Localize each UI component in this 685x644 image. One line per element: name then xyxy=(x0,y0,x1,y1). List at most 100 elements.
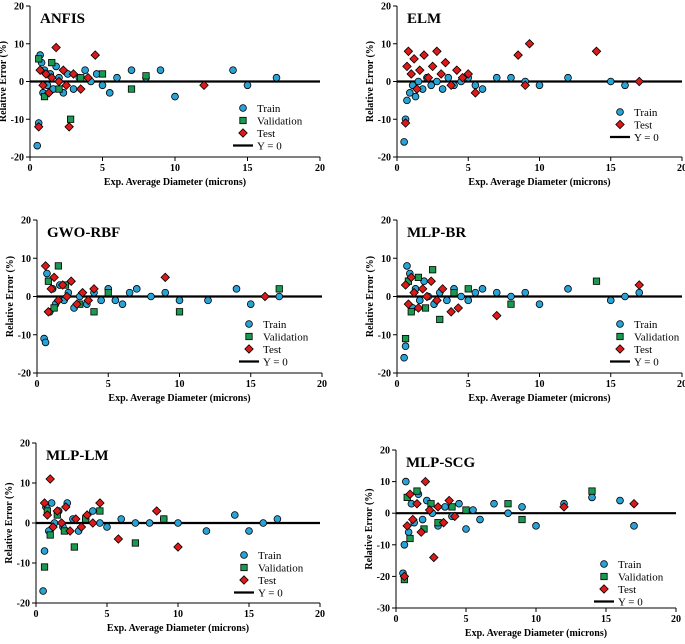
test-data-point xyxy=(513,50,523,60)
train-data-point xyxy=(411,92,420,101)
test-data-point xyxy=(88,518,98,528)
train-data-point xyxy=(400,540,409,549)
test-data-point xyxy=(90,50,101,60)
train-data-point xyxy=(455,499,463,508)
validation-data-point xyxy=(98,70,107,78)
test-data-point xyxy=(35,65,45,75)
train-data-point xyxy=(245,527,253,535)
test-data-point xyxy=(426,276,436,286)
test-data-point xyxy=(453,303,464,313)
validation-data-point xyxy=(127,85,136,93)
test-data-point xyxy=(409,287,419,298)
validation-data-point xyxy=(448,503,456,511)
test-data-point xyxy=(160,272,171,283)
legend-validation-label: Validation xyxy=(258,563,304,575)
legend-train-label: Train xyxy=(618,559,642,571)
train-data-point xyxy=(232,285,241,293)
x-tick-label: 10 xyxy=(535,163,545,174)
train-data-point xyxy=(606,77,615,86)
train-data-point xyxy=(418,515,427,524)
test-data-point xyxy=(433,502,443,512)
train-data-point xyxy=(433,77,441,86)
legend-test-marker xyxy=(615,119,625,130)
validation-data-point xyxy=(77,74,85,82)
x-tick-label: 20 xyxy=(315,609,325,620)
validation-data-point xyxy=(429,266,437,274)
y-tick-label: 20 xyxy=(21,216,31,227)
train-data-point xyxy=(259,519,268,527)
legend-train-label: Train xyxy=(263,319,287,331)
x-tick-label: 15 xyxy=(601,614,611,625)
validation-data-point xyxy=(131,539,139,547)
validation-data-point xyxy=(46,531,54,539)
test-data-point xyxy=(423,72,434,83)
legend-validation-marker xyxy=(616,332,624,341)
x-tick-label: 5 xyxy=(464,614,469,625)
legend-test-label: Test xyxy=(634,344,652,356)
legend-validation-marker xyxy=(240,563,248,572)
test-data-point xyxy=(70,514,81,524)
legend-train-marker xyxy=(616,108,624,116)
legend-zero-label: Y = 0 xyxy=(263,357,288,369)
legend-test-marker xyxy=(244,344,254,354)
legend-train-marker xyxy=(239,104,247,112)
train-data-point xyxy=(471,288,480,297)
train-data-point xyxy=(231,511,239,519)
x-tick-label: 0 xyxy=(395,379,400,390)
legend-test-label: Test xyxy=(257,128,275,140)
chart-panel-elm: 0 5 10 15 20 -20 -10 0 10 20 Exp. Average Diameter… xyxy=(365,2,685,189)
test-data-point xyxy=(75,84,86,94)
y-tick-label: 20 xyxy=(14,2,24,13)
y-tick-label: 0 xyxy=(386,77,391,88)
legend-test-marker xyxy=(599,584,609,594)
validation-data-point xyxy=(90,308,98,316)
train-data-point xyxy=(81,66,89,74)
test-data-point xyxy=(405,489,415,500)
test-data-point xyxy=(400,118,411,128)
train-data-point xyxy=(97,296,105,305)
test-data-point xyxy=(41,69,51,79)
legend-train-marker xyxy=(245,320,253,328)
x-tick-label: 15 xyxy=(606,379,616,390)
validation-data-point xyxy=(142,72,150,80)
train-data-point xyxy=(492,73,501,82)
y-tick-label: 20 xyxy=(380,446,390,457)
chart-title: ANFIS xyxy=(40,11,85,27)
x-tick-label: 5 xyxy=(466,379,471,390)
train-data-point xyxy=(406,89,414,97)
x-tick-label: 10 xyxy=(170,163,180,174)
chart-panel-anfis: 0 5 10 15 20 -20 -10 0 10 20 Exp. Average Diameter… xyxy=(0,2,325,189)
x-tick-label: 5 xyxy=(100,163,105,174)
test-data-point xyxy=(432,295,442,306)
validation-data-point xyxy=(48,59,56,67)
test-data-point xyxy=(199,80,209,91)
train-data-point xyxy=(462,525,470,533)
train-data-point xyxy=(490,499,498,508)
legend-zero-label: Y = 0 xyxy=(618,597,643,609)
train-data-point xyxy=(175,296,184,305)
test-data-point xyxy=(173,542,183,552)
x-tick-label: 5 xyxy=(105,609,110,620)
y-tick-label: -20 xyxy=(17,599,30,610)
test-data-point xyxy=(44,88,54,98)
validation-data-point xyxy=(35,55,43,63)
test-data-point xyxy=(46,284,57,294)
x-tick-label: 15 xyxy=(244,609,254,620)
train-data-point xyxy=(400,138,408,146)
validation-data-point xyxy=(414,273,422,281)
test-data-point xyxy=(634,280,645,290)
train-data-point xyxy=(427,81,436,90)
legend-test-label: Test xyxy=(634,120,652,132)
train-data-point xyxy=(118,300,127,308)
y-axis-label: Relative Error (%) xyxy=(365,41,376,122)
validation-data-point xyxy=(70,543,78,551)
chart-title: ELM xyxy=(407,11,441,27)
train-data-point xyxy=(464,296,473,305)
y-tick-label: -10 xyxy=(17,559,30,570)
validation-data-point xyxy=(67,115,75,123)
test-data-point xyxy=(76,522,87,532)
test-data-point xyxy=(406,69,417,79)
test-data-point xyxy=(39,498,50,508)
x-tick-label: 0 xyxy=(395,163,400,174)
train-data-point xyxy=(113,73,121,82)
